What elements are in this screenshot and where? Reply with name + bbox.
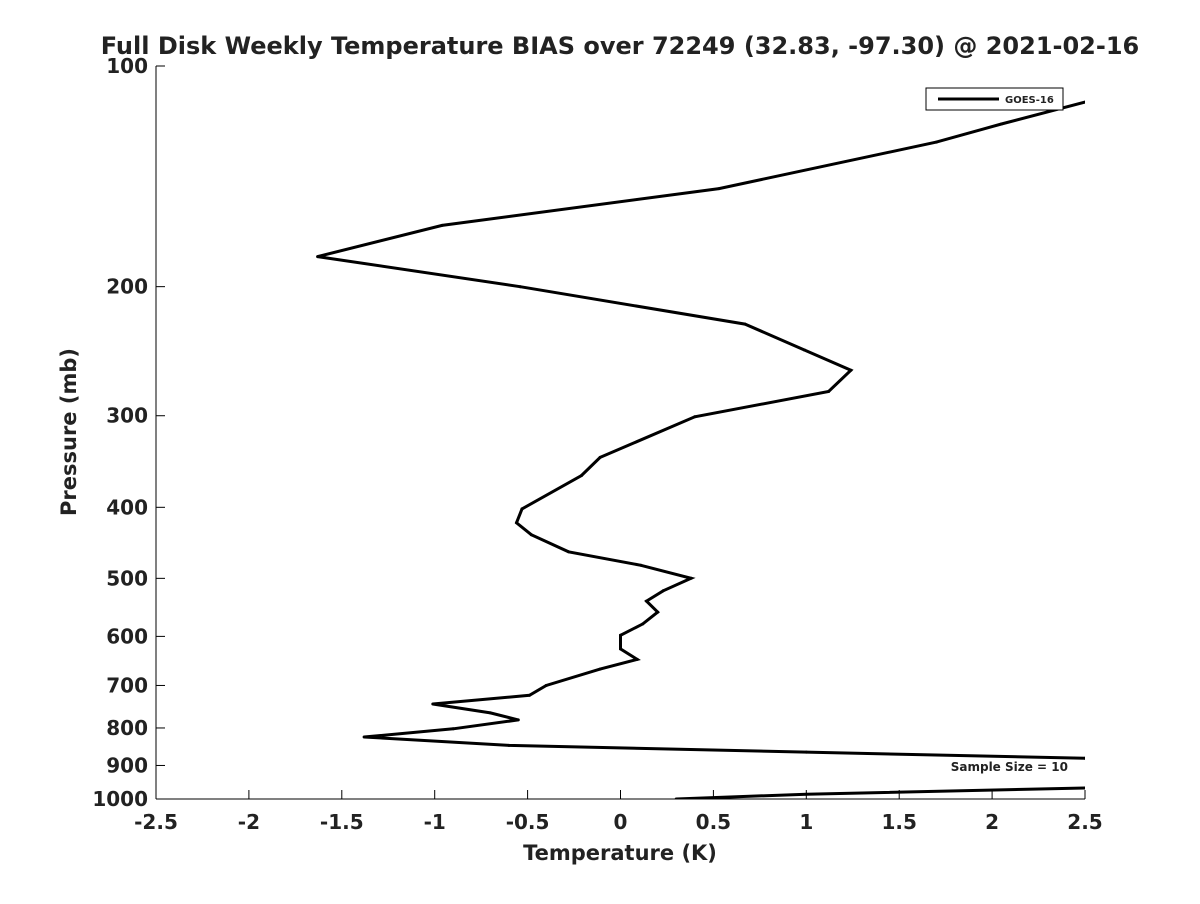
y-tick-label: 200 bbox=[106, 275, 148, 299]
data-point bbox=[515, 521, 518, 525]
data-point bbox=[999, 122, 1003, 126]
plot-area bbox=[316, 100, 1085, 799]
x-tick-label: -1 bbox=[424, 810, 446, 834]
x-tick-label: -2 bbox=[238, 810, 260, 834]
data-point bbox=[656, 610, 660, 614]
data-point bbox=[362, 735, 366, 739]
data-point bbox=[451, 727, 455, 731]
series-line-goes-16 bbox=[317, 100, 1085, 760]
x-tick-label: 0.5 bbox=[696, 810, 731, 834]
data-point bbox=[619, 647, 622, 651]
y-tick-label: 100 bbox=[106, 54, 148, 78]
data-point bbox=[598, 455, 602, 459]
x-tick-label: 0 bbox=[614, 810, 628, 834]
data-point bbox=[619, 633, 622, 637]
data-point bbox=[804, 792, 808, 796]
y-tick-label: 600 bbox=[106, 624, 148, 648]
data-point bbox=[567, 550, 570, 554]
data-point bbox=[1083, 756, 1085, 760]
data-point bbox=[849, 368, 853, 372]
data-point bbox=[639, 563, 643, 567]
data-point bbox=[580, 474, 583, 477]
data-point bbox=[598, 667, 602, 671]
data-point bbox=[827, 390, 831, 393]
data-point bbox=[507, 743, 511, 747]
x-tick-label: -2.5 bbox=[134, 810, 178, 834]
data-point bbox=[934, 140, 938, 144]
data-point bbox=[518, 285, 522, 289]
data-point bbox=[516, 718, 520, 722]
x-tick-label: -1.5 bbox=[320, 810, 364, 834]
data-point bbox=[802, 348, 806, 352]
x-axis-label: Temperature (K) bbox=[523, 841, 717, 865]
data-point bbox=[528, 693, 531, 697]
data-point bbox=[488, 711, 492, 715]
data-point bbox=[661, 589, 665, 593]
data-point bbox=[440, 223, 444, 227]
data-point bbox=[316, 255, 320, 259]
data-point bbox=[641, 622, 645, 626]
data-point bbox=[635, 657, 639, 661]
data-point bbox=[717, 187, 721, 191]
data-point bbox=[544, 684, 548, 687]
series-line-segment-1 bbox=[676, 786, 1085, 799]
data-point bbox=[431, 702, 435, 706]
data-point bbox=[645, 599, 648, 603]
data-point bbox=[1083, 100, 1085, 104]
legend: GOES-16 bbox=[925, 87, 1064, 111]
x-tick-label: 2 bbox=[985, 810, 999, 834]
y-tick-label: 900 bbox=[106, 753, 148, 777]
data-point bbox=[693, 415, 697, 419]
x-tick-label: 1.5 bbox=[881, 810, 916, 834]
y-tick-label: 400 bbox=[106, 495, 148, 519]
data-point bbox=[804, 750, 808, 754]
data-point bbox=[674, 797, 678, 799]
y-tick-label: 300 bbox=[106, 404, 148, 428]
x-tick-label: -0.5 bbox=[506, 810, 550, 834]
y-tick-label: 1000 bbox=[92, 787, 148, 811]
y-tick-label: 500 bbox=[106, 566, 148, 590]
data-point bbox=[529, 533, 533, 537]
chart-title: Full Disk Weekly Temperature BIAS over 7… bbox=[101, 32, 1140, 60]
x-tick-label: 1 bbox=[799, 810, 813, 834]
data-point bbox=[689, 576, 693, 580]
legend-entry-goes-16: GOES-16 bbox=[1005, 95, 1054, 106]
sample-size-annotation: Sample Size = 10 bbox=[951, 760, 1068, 774]
y-axis-label: Pressure (mb) bbox=[57, 348, 81, 516]
data-point bbox=[743, 322, 747, 326]
data-point bbox=[520, 507, 524, 511]
x-tick-label: 2.5 bbox=[1067, 810, 1102, 834]
axes: -2.5 -2 -1.5 -1 -0.5 0 0.5 1 1.5 2 2.5 100 200 300 400… bbox=[92, 54, 1102, 834]
y-tick-label: 800 bbox=[106, 716, 148, 740]
data-point bbox=[1083, 786, 1085, 790]
y-tick-label: 700 bbox=[106, 673, 148, 697]
